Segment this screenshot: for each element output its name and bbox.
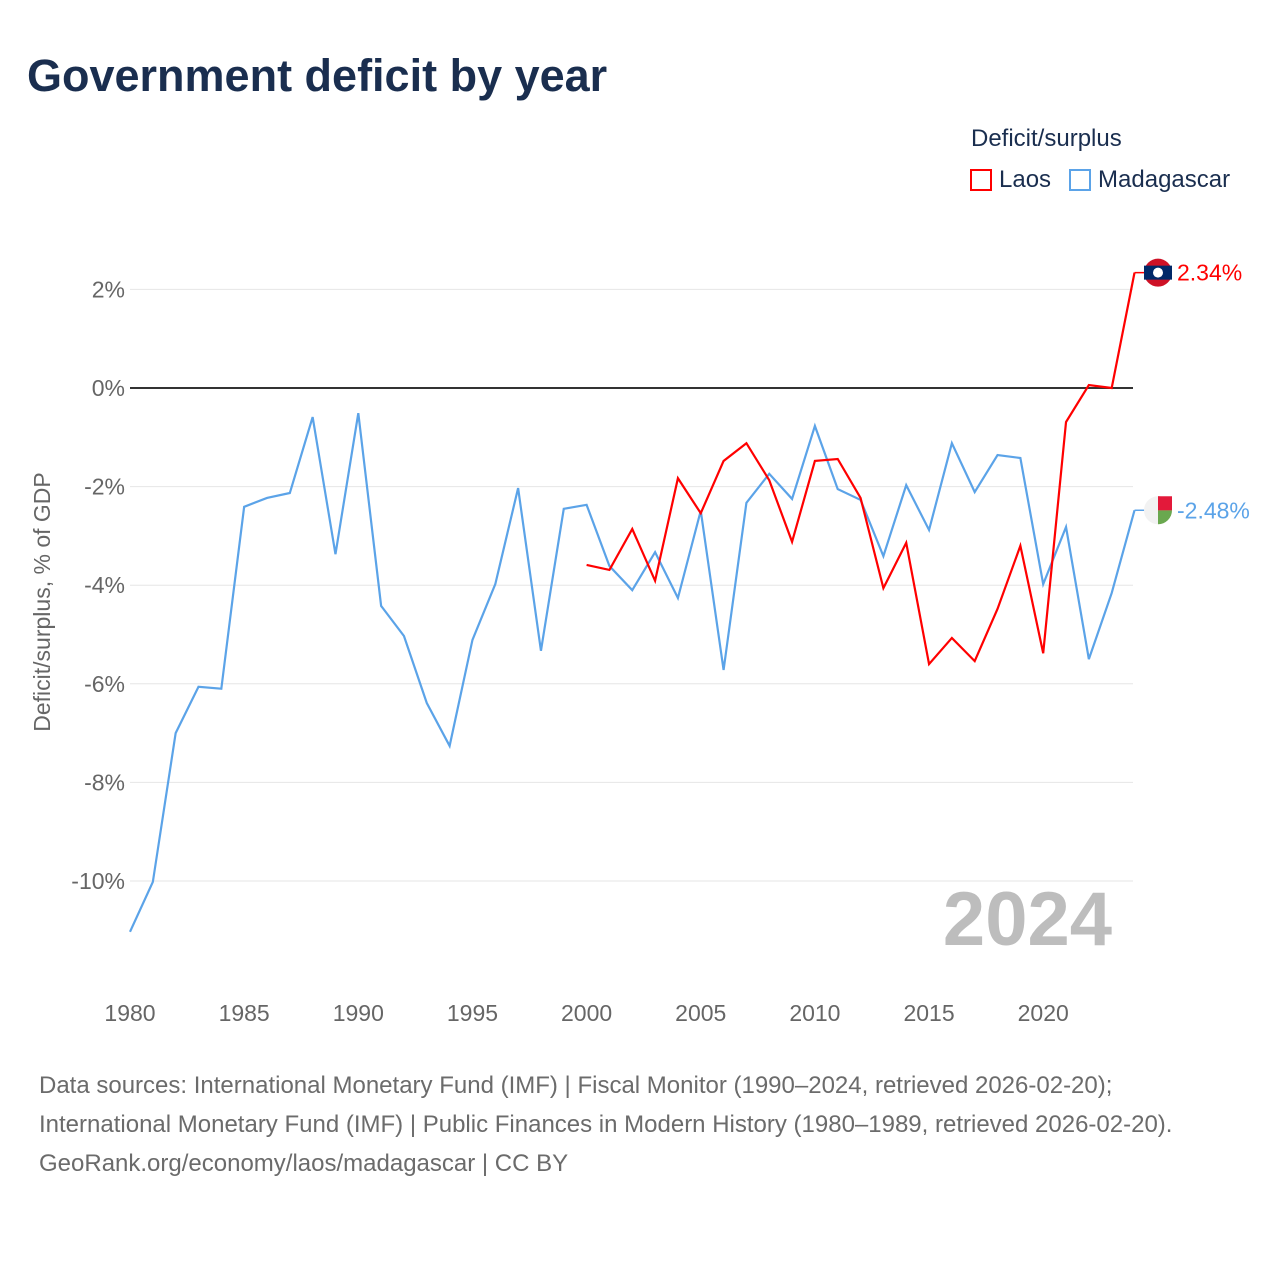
legend-label-laos: Laos <box>999 166 1052 193</box>
legend-item-madagascar[interactable]: Madagascar <box>1069 166 1230 194</box>
credit-link[interactable]: GeoRank.org/economy/laos/madagascar | CC… <box>39 1150 569 1177</box>
legend-swatch-madagascar <box>1069 169 1092 191</box>
series-line-laos <box>586 272 1136 667</box>
x-tick-label: 1980 <box>104 1000 155 1026</box>
flag-madagascar-icon <box>1144 496 1172 525</box>
end-label-laos: 2.34% <box>1177 260 1242 286</box>
legend-item-laos[interactable]: Laos <box>970 166 1051 194</box>
footer: Data sources: International Monetary Fun… <box>39 1066 1239 1183</box>
end-label-madagascar: -2.48% <box>1177 497 1250 523</box>
legend: Laos Madagascar <box>970 166 1230 194</box>
legend-label-madagascar: Madagascar <box>1098 166 1231 193</box>
x-tick-label: 2010 <box>789 1000 840 1026</box>
flag-disc <box>1153 267 1163 278</box>
y-tick-label: -8% <box>84 769 125 795</box>
year-watermark: 2024 <box>943 877 1112 962</box>
series-line-madagascar <box>129 412 1136 933</box>
flag-red-block <box>1158 496 1172 511</box>
legend-swatch-laos <box>970 169 992 191</box>
x-tick-label: 2020 <box>1018 1000 1069 1026</box>
x-tick-label: 2005 <box>675 1000 726 1026</box>
x-tick-label: 2000 <box>561 1000 612 1026</box>
flag-laos-icon <box>1144 258 1172 287</box>
y-axis-label: Deficit/surplus, % of GDP <box>29 472 55 731</box>
y-tick-label: 0% <box>92 375 125 401</box>
x-tick-label: 1985 <box>219 1000 270 1026</box>
x-tick-label: 2015 <box>903 1000 954 1026</box>
data-sources: Data sources: International Monetary Fun… <box>39 1072 1173 1138</box>
x-tick-label: 1990 <box>333 1000 384 1026</box>
x-tick-label: 1995 <box>447 1000 498 1026</box>
page-title: Government deficit by year <box>27 50 608 101</box>
y-tick-label: -10% <box>71 868 125 894</box>
y-tick-label: -4% <box>84 572 125 598</box>
y-tick-label: -6% <box>84 671 125 697</box>
y-tick-label: 2% <box>92 276 125 302</box>
flag-green <box>1158 510 1172 525</box>
chart: 2% 0% -2% -4% -6% -8% -10% 1980 1985 1990 1995 2000… <box>29 258 1250 1026</box>
legend-title: Deficit/surplus <box>971 125 1122 152</box>
y-tick-label: -2% <box>84 474 125 500</box>
